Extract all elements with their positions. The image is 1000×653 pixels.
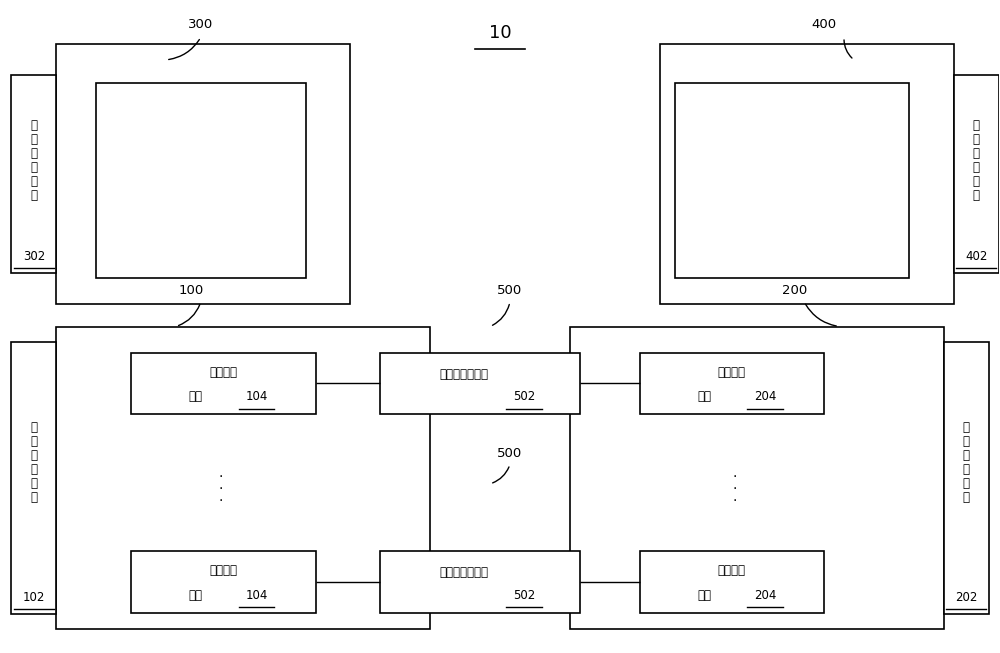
Text: 402: 402	[965, 250, 987, 263]
Text: 第四数据: 第四数据	[718, 366, 746, 379]
Text: 500: 500	[497, 447, 523, 460]
Text: 104: 104	[245, 589, 268, 602]
Text: 102: 102	[23, 591, 45, 604]
Bar	[56, 326, 430, 629]
Text: 第二数据: 第二数据	[209, 366, 237, 379]
Text: 104: 104	[245, 390, 268, 404]
Text: 第一模组控制卡: 第一模组控制卡	[440, 566, 489, 579]
Bar	[380, 353, 580, 414]
Bar	[56, 44, 350, 304]
Text: 202: 202	[955, 591, 977, 604]
Text: 接口: 接口	[189, 390, 203, 404]
Text: ·
·
·: · · ·	[732, 470, 737, 508]
Bar	[131, 551, 316, 613]
Text: 502: 502	[513, 390, 535, 404]
Text: 接口: 接口	[189, 589, 203, 602]
Bar	[640, 353, 824, 414]
Text: 10: 10	[489, 24, 511, 42]
Bar	[570, 326, 944, 629]
Bar	[640, 551, 824, 613]
Bar	[675, 83, 909, 278]
Text: ·
·
·: · · ·	[219, 470, 223, 508]
Text: 第二数据: 第二数据	[209, 564, 237, 577]
Text: 第一模组控制卡: 第一模组控制卡	[440, 368, 489, 381]
Text: 接口: 接口	[697, 589, 711, 602]
Text: 第
一
数
据
接
口: 第 一 数 据 接 口	[30, 421, 37, 504]
Bar	[954, 75, 999, 272]
Text: 第
五
数
据
接
口: 第 五 数 据 接 口	[30, 119, 37, 202]
Bar	[380, 551, 580, 613]
Text: 第
六
数
据
接
口: 第 六 数 据 接 口	[973, 119, 980, 202]
Text: 500: 500	[497, 284, 523, 297]
Text: 第四数据: 第四数据	[718, 564, 746, 577]
Bar	[660, 44, 954, 304]
Bar	[944, 342, 989, 614]
Bar	[11, 75, 56, 272]
Text: 302: 302	[23, 250, 45, 263]
Bar	[131, 353, 316, 414]
Text: 第
三
数
据
接
口: 第 三 数 据 接 口	[963, 421, 970, 504]
Text: 204: 204	[754, 589, 776, 602]
Text: 200: 200	[782, 284, 807, 297]
Text: 接口: 接口	[697, 390, 711, 404]
Text: 502: 502	[513, 589, 535, 602]
Bar	[96, 83, 306, 278]
Text: 100: 100	[178, 284, 203, 297]
Text: 300: 300	[188, 18, 213, 31]
Text: 204: 204	[754, 390, 776, 404]
Bar	[11, 342, 56, 614]
Text: 400: 400	[812, 18, 837, 31]
